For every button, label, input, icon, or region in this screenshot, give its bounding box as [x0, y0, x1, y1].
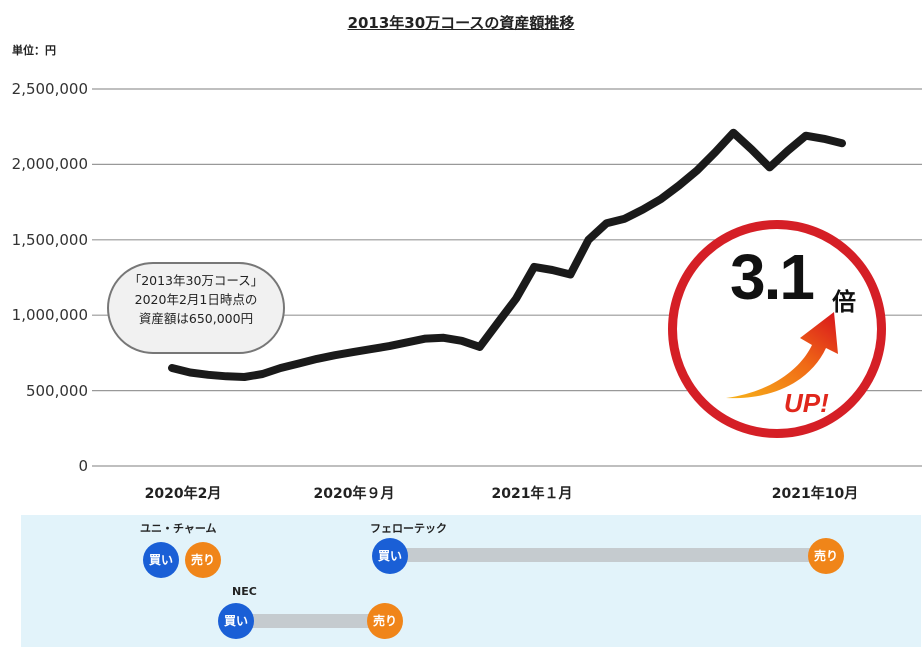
stock-name-unicharm: ユニ・チャーム	[140, 522, 217, 535]
sell-badge: 売り	[367, 603, 403, 639]
start-annotation-bubble: 「2013年30万コース」 2020年2月1日時点の 資産額は650,000円	[107, 262, 285, 354]
annotation-line: 2020年2月1日時点の	[134, 292, 258, 307]
unit-label: 単位：円	[12, 44, 56, 57]
buy-badge: 買い	[372, 538, 408, 574]
y-tick-label: 1,000,000	[11, 306, 88, 325]
holding-period-bar	[392, 548, 827, 562]
x-tick-label: 2020年2月	[144, 486, 222, 502]
x-tick-label: 2021年１月	[491, 486, 573, 502]
multiplier-value: 3.1	[730, 241, 815, 313]
stock-name-ferrotec: フェローテック	[370, 522, 447, 535]
y-tick-label: 2,500,000	[11, 80, 88, 98]
up-label: UP!	[784, 388, 829, 418]
buy-badge: 買い	[143, 542, 179, 578]
stock-name-nec: NEC	[232, 585, 257, 598]
sell-badge: 売り	[808, 538, 844, 574]
y-tick-label: 1,500,000	[11, 230, 88, 249]
asset-value-line	[168, 128, 846, 381]
chart-title: 2013年30万コースの資産額推移	[347, 14, 575, 32]
x-tick-label: 2021年10月	[771, 486, 859, 502]
holding-period-bar	[238, 614, 388, 628]
y-tick-label: 500,000	[25, 381, 88, 400]
growth-badge	[668, 220, 886, 438]
annotation-line: 「2013年30万コース」	[128, 273, 264, 288]
annotation-line: 資産額は650,000円	[138, 311, 254, 326]
x-tick-label: 2020年９月	[313, 486, 395, 502]
y-tick-label: 2,000,000	[11, 155, 88, 174]
sell-badge: 売り	[185, 542, 221, 578]
buy-badge: 買い	[218, 603, 254, 639]
multiplier-unit: 倍	[832, 288, 856, 316]
y-tick-label: 0	[78, 457, 88, 475]
trade-timeline-panel	[21, 515, 921, 647]
